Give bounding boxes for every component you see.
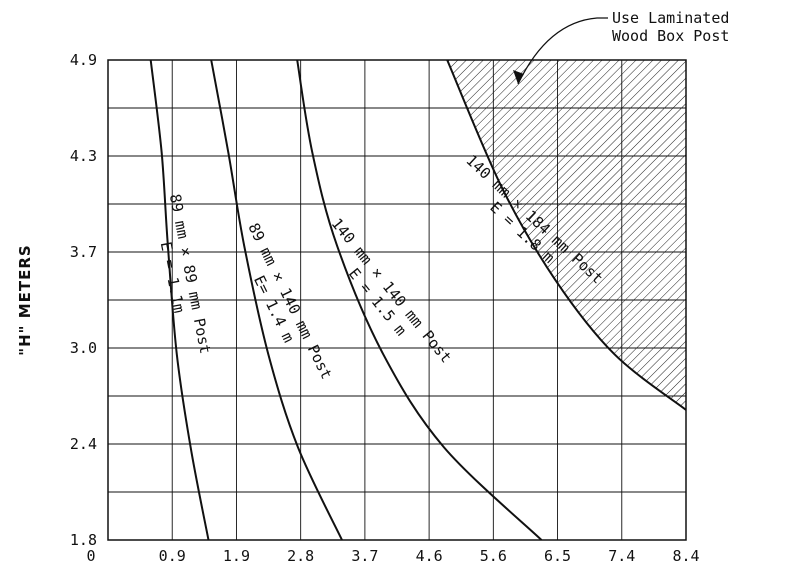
curve-2 (210, 60, 343, 540)
x-tick-label: 8.4 (672, 547, 699, 565)
y-tick-label: 4.3 (70, 147, 97, 165)
x-tick-label: 0 (86, 547, 95, 565)
annotation-line-2: Wood Box Post (612, 27, 729, 45)
shaded-region (447, 60, 686, 410)
y-tick-labels: 1.8 2.4 3.0 3.7 4.3 4.9 (70, 51, 97, 549)
curves (149, 60, 686, 540)
plot-frame (107, 59, 687, 541)
x-tick-label: 3.7 (351, 547, 378, 565)
curve-label-line: 140 mm × 140 mm Post (328, 215, 456, 367)
x-tick-label: 1.9 (223, 547, 250, 565)
y-tick-label: 1.8 (70, 531, 97, 549)
annotation-arrowhead (513, 70, 524, 84)
laminated-post-region (447, 60, 686, 410)
x-tick-label: 0.9 (159, 547, 186, 565)
y-tick-label: 3.7 (70, 243, 97, 261)
x-tick-label: 6.5 (544, 547, 571, 565)
laminated-annotation: Use Laminated Wood Box Post (513, 9, 729, 85)
y-tick-label: 4.9 (70, 51, 97, 69)
x-tick-labels: 0 0.9 1.9 2.8 3.7 4.6 5.6 6.5 7.4 8.4 (86, 547, 699, 565)
y-tick-label: 2.4 (70, 435, 97, 453)
x-tick-label: 7.4 (608, 547, 635, 565)
curve-4 (446, 60, 686, 411)
y-tick-label: 3.0 (70, 339, 97, 357)
x-tick-label: 4.6 (416, 547, 443, 565)
x-tick-label: 5.6 (480, 547, 507, 565)
curve-label-line: 89 mm × 140 mm Post (244, 220, 335, 382)
annotation-line-1: Use Laminated (612, 9, 729, 27)
y-axis-label: "H" METERS (16, 244, 34, 355)
curve-1 (149, 60, 210, 540)
x-tick-label: 2.8 (287, 547, 314, 565)
annotation-leader (517, 17, 608, 85)
grid (108, 60, 686, 540)
curve-3 (296, 60, 543, 540)
